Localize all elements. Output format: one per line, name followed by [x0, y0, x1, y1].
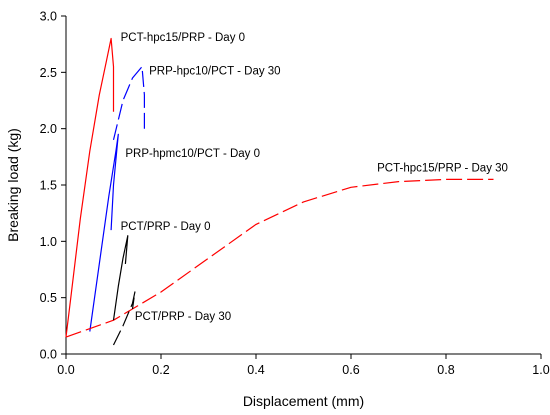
y-tick-label: 0.5 [40, 291, 57, 305]
curve-label: PCT/PRP - Day 30 [135, 311, 231, 323]
x-tick-label: 0.0 [57, 363, 74, 377]
y-axis-ticks: 0.0 0.5 1.0 1.5 2.0 2.5 3.0 [40, 10, 66, 362]
series-line-6 [112, 291, 136, 346]
y-tick-label: 2.5 [40, 66, 57, 80]
curve-label: PRP-hpmc10/PCT - Day 0 [125, 148, 260, 160]
curve-label: PCT-hpc15/PRP - Day 0 [121, 32, 245, 44]
annotation-layer: PCT-hpc15/PRP - Day 0 PRP-hpc10/PCT - Day… [121, 32, 508, 323]
x-tick-label: 0.4 [247, 363, 264, 377]
curve-label: PCT-hpc15/PRP - Day 30 [377, 162, 508, 174]
y-axis-title: Breaking load (kg) [5, 128, 21, 242]
x-tick-label: 0.2 [152, 363, 169, 377]
plot-area: 0.0 0.2 0.4 0.6 0.8 1.0 0.0 0.5 1.0 1.5 2.0 2.5 3.0… [40, 10, 550, 378]
y-tick-label: 2.0 [40, 122, 57, 136]
y-tick-label: 0.0 [40, 348, 57, 362]
x-axis-ticks: 0.0 0.2 0.4 0.6 0.8 1.0 [57, 354, 550, 377]
y-tick-label: 1.5 [40, 179, 57, 193]
x-axis-title: Displacement (mm) [243, 393, 364, 409]
series-layer [65, 37, 494, 346]
x-tick-label: 0.6 [342, 363, 359, 377]
series-line-1 [65, 37, 115, 338]
y-tick-label: 1.0 [40, 235, 57, 249]
series-line-4 [65, 178, 494, 338]
series-line-5 [112, 235, 129, 321]
curve-label: PCT/PRP - Day 0 [121, 221, 211, 233]
y-tick-label: 3.0 [40, 10, 57, 24]
curve-label: PRP-hpc10/PCT - Day 30 [149, 66, 280, 78]
series-line-2 [112, 66, 145, 141]
x-tick-label: 0.8 [437, 363, 454, 377]
x-tick-label: 1.0 [532, 363, 549, 377]
series-line-3 [89, 133, 119, 332]
